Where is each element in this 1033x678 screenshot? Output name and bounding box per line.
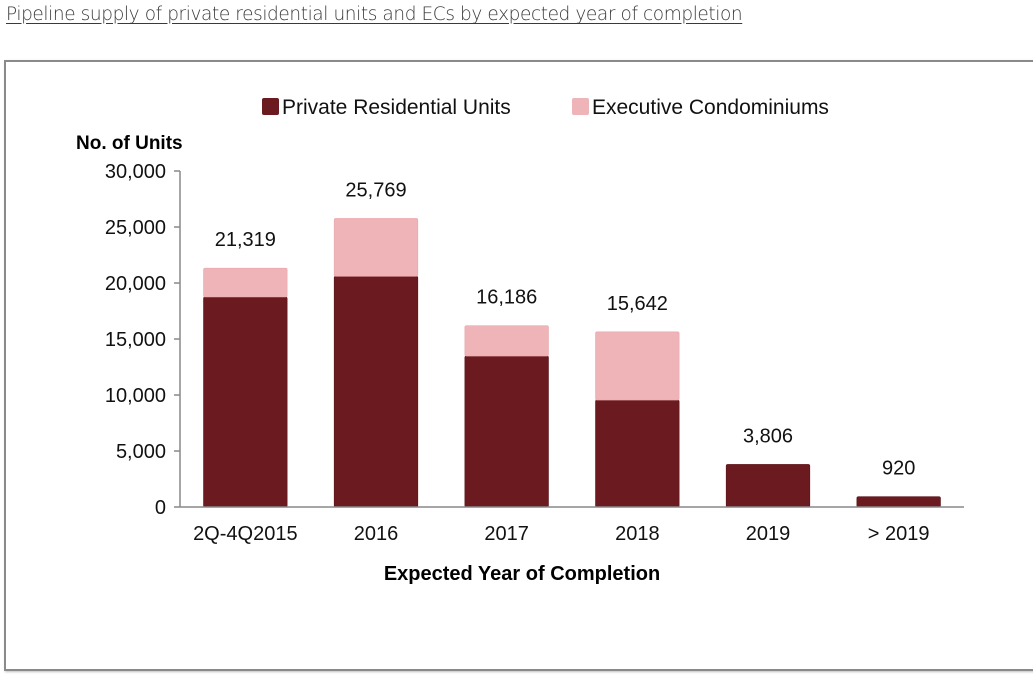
bar-group: 920 — [856, 458, 941, 508]
data-label: 21,319 — [215, 229, 276, 251]
y-tick-label: 0 — [155, 497, 166, 519]
x-tick-label: 2017 — [484, 523, 529, 545]
legend-swatch — [262, 98, 279, 115]
bar-segment-ec — [464, 325, 549, 357]
x-tick-label: > 2019 — [868, 523, 930, 545]
data-label: 25,769 — [345, 179, 406, 201]
bar-group: 21,319 — [203, 229, 288, 508]
bar-segment-private — [725, 464, 811, 508]
bar-segment-private — [203, 296, 288, 508]
bar-segment-private — [856, 496, 941, 508]
bar-group: 3,806 — [725, 425, 811, 508]
bar-segment-private — [464, 355, 549, 508]
x-tick-label: 2019 — [746, 523, 791, 545]
data-label: 3,806 — [743, 425, 793, 447]
data-label: 16,186 — [476, 287, 537, 309]
y-tick-label: 25,000 — [105, 217, 166, 239]
bar-segment-ec — [595, 331, 680, 401]
y-tick-label: 5,000 — [116, 441, 166, 463]
y-tick-label: 15,000 — [105, 329, 166, 351]
bar-segment-private — [333, 275, 419, 508]
x-axis: 2Q-4Q2015 2016 2017 2018 2019 > 2019 — [180, 506, 964, 545]
legend-label: Private Residential Units — [282, 96, 511, 119]
bar-group: 25,769 — [333, 179, 419, 508]
x-axis-title: Expected Year of Completion — [384, 563, 660, 585]
stacked-bar-chart: Private Residential Units Executive Condo… — [76, 96, 964, 585]
chart-frame: Private Residential Units Executive Condo… — [4, 60, 1033, 671]
y-tick-label: 20,000 — [105, 273, 166, 295]
bar-segment-ec — [203, 267, 288, 298]
page-title: Pipeline supply of private residential u… — [6, 4, 743, 25]
legend-label: Executive Condominiums — [592, 96, 829, 119]
data-label: 15,642 — [607, 293, 668, 315]
bar-segment-private — [595, 399, 680, 508]
x-tick-label: 2016 — [354, 523, 399, 545]
x-tick-label: 2Q-4Q2015 — [193, 523, 298, 545]
legend: Private Residential Units Executive Condo… — [262, 96, 829, 119]
bar-group: 16,186 — [464, 287, 549, 508]
bar-group: 15,642 — [595, 293, 680, 508]
data-label: 920 — [882, 458, 915, 480]
y-axis-title: No. of Units — [76, 133, 183, 154]
x-tick-label: 2018 — [615, 523, 660, 545]
y-axis: 0 5,000 10,000 15,000 20,000 25,000 30,000 — [105, 161, 181, 519]
y-tick-label: 10,000 — [105, 385, 166, 407]
y-tick-label: 30,000 — [105, 161, 166, 183]
legend-swatch — [572, 98, 589, 115]
bar-segment-ec — [333, 218, 419, 277]
bars: 21,319 25,769 16,186 15,642 3,806 920 — [203, 179, 941, 508]
